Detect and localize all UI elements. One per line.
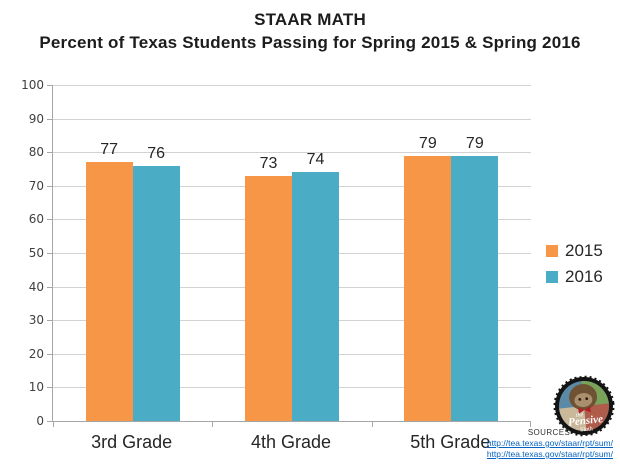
bar-value-label: 79 [465,134,484,152]
y-axis-tick-10 [47,387,53,389]
gridline-90 [53,118,531,120]
legend-label: 2015 [565,241,603,260]
y-axis-tick-label: 100 [21,78,44,92]
y-axis-tick-label: 10 [28,380,44,395]
y-axis-tick-0 [47,421,53,422]
logo-scalloped-edge [553,375,615,437]
legend: 2015 2016 [546,241,603,293]
x-axis-tick-1 [212,422,214,427]
plot-area: 77 76 73 74 79 79 [47,85,531,427]
y-axis-tick-20 [47,353,53,355]
source-link-1[interactable]: http://tea.texas.gov/staar/rpt/sum/ [486,438,613,448]
bar-2016-3rd-grade [132,165,180,421]
y-axis-tick-100 [47,85,53,86]
x-axis-tick-2 [371,422,373,427]
y-axis-tick-label: 30 [28,313,44,328]
legend-item-2016: 2016 [546,267,603,287]
y-axis-tick-label: 90 [28,111,44,126]
x-axis-label: 3rd Grade [91,432,173,452]
y-axis-tick-90 [47,118,53,120]
gridline-100 [53,85,531,86]
y-axis-tick-80 [47,152,53,154]
bar-value-label: 79 [418,134,437,152]
bar-value-label: 74 [306,151,325,169]
legend-swatch-2015 [546,245,558,257]
sources-label: SOURCES [527,428,571,437]
bow-tie-right [584,406,591,413]
chart-title-line2: Percent of Texas Students Passing for Sp… [39,33,581,52]
bar-2016-4th-grade [292,172,339,421]
logo-text-sloth: Sloth [580,426,593,433]
y-axis-tick-70 [47,185,53,187]
bar-2015-5th-grade [404,155,452,421]
x-axis-label: 4th Grade [250,432,332,452]
source-link-2[interactable]: http://tea.texas.gov/staar/rpt/sum/ [486,449,613,459]
legend-swatch-2016 [546,271,558,283]
sloth-eye-right [585,397,589,401]
legend-label: 2016 [565,267,603,286]
y-axis-tick-label: 40 [28,279,44,294]
y-axis-tick-label: 70 [28,178,44,193]
x-axis-tick-end [530,422,531,427]
bar-2015-3rd-grade [85,162,133,421]
x-axis-label: 5th Grade [410,432,491,452]
y-axis-tick-40 [47,286,53,288]
bow-tie-left [578,407,585,414]
bar-value-label: 77 [100,141,119,159]
bar-value-label: 73 [259,154,278,172]
gridline-80 [53,152,531,154]
logo-text-pensive: Pensive [568,413,604,429]
y-axis-tick-label: 0 [36,414,44,428]
pensive-sloth-logo: the Pensive Sloth [553,375,615,437]
y-axis-tick-50 [47,253,53,254]
bar-2016-5th-grade [451,155,499,421]
chart-title: STAAR MATH Percent of Texas Students Pas… [0,8,620,54]
y-axis-tick-label: 20 [28,346,44,361]
bar-2015-4th-grade [245,175,292,421]
y-axis-tick-label: 50 [28,246,44,260]
y-axis-tick-60 [47,219,53,221]
x-axis-tick-0 [53,422,54,427]
y-axis-tick-30 [47,320,53,322]
legend-item-2015: 2015 [546,241,603,261]
bar-value-label: 76 [147,144,166,162]
y-axis-tick-label: 60 [28,212,44,227]
sloth-eye-left [578,398,582,401]
logo-text-the: the [576,412,584,419]
sloth-face [574,393,593,408]
y-axis-tick-label: 80 [28,145,44,160]
source-links: http://tea.texas.gov/staar/rpt/sum/ http… [487,438,613,460]
chart-title-line1: STAAR MATH [254,10,366,29]
